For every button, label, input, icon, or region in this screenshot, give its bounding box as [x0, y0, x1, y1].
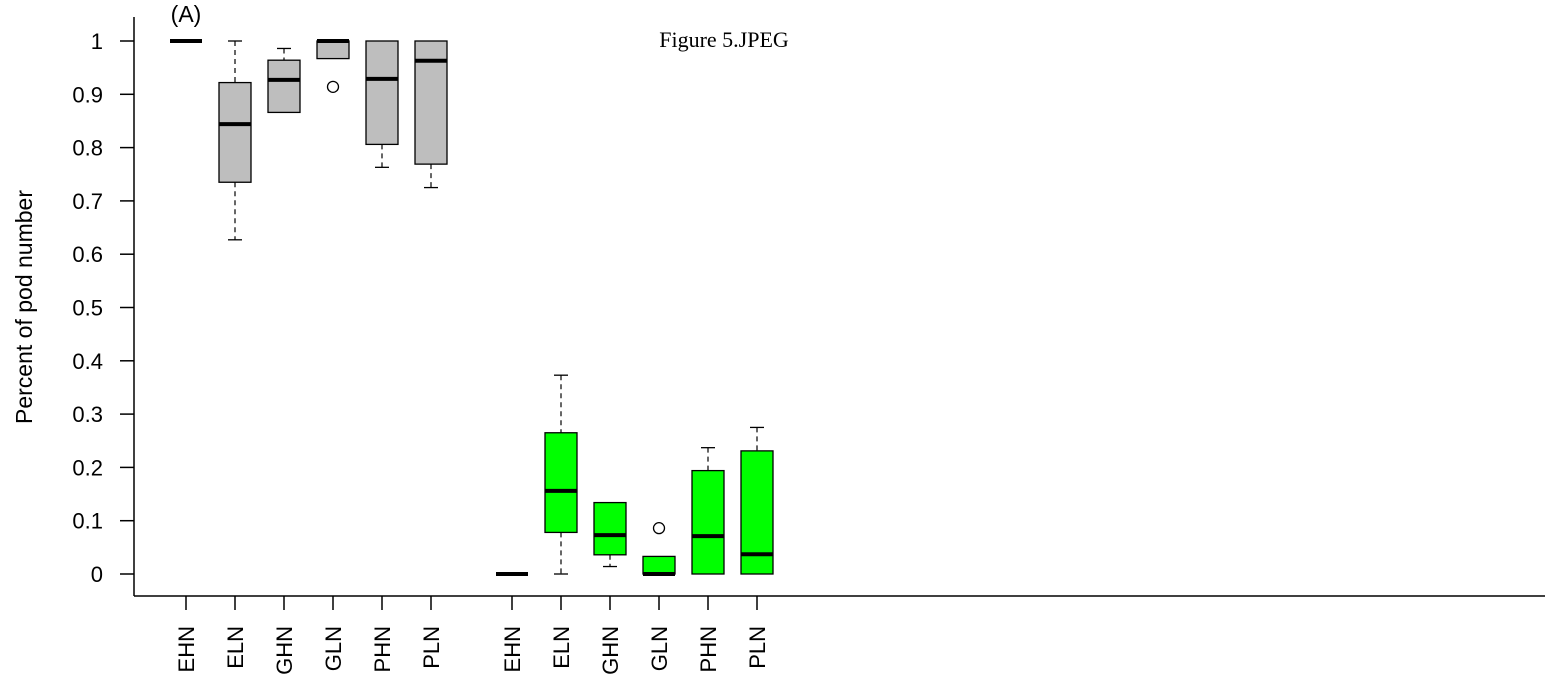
box-ghn — [267, 47, 301, 114]
box-gln — [316, 39, 350, 93]
panel-label: (A) — [171, 1, 202, 27]
x-tick-label: ELN — [223, 626, 248, 669]
box-pln — [740, 426, 774, 575]
box-eln — [218, 40, 252, 241]
y-tick-label: 0.9 — [72, 82, 103, 107]
x-tick-label: PHN — [370, 626, 395, 672]
y-tick-label: 0 — [91, 562, 103, 587]
y-tick-label: 0.5 — [72, 296, 103, 321]
x-tick-label: EHN — [500, 626, 525, 672]
figure-annotation: Figure 5.JPEG — [659, 27, 789, 52]
y-tick-label: 0.1 — [72, 509, 103, 534]
box-body — [642, 555, 676, 575]
y-axis-title: Percent of pod number — [11, 190, 37, 424]
y-tick-label: 0.3 — [72, 402, 103, 427]
outlier-point — [326, 80, 340, 93]
x-ticks: EHN ELN GHN GLN PHN PLN EHN ELN GHN GLN PHN PLN — [174, 596, 770, 675]
y-ticks: 0 0.1 0.2 0.3 0.4 0.5 0.6 0.7 0.8 0.9 1 — [72, 29, 134, 587]
box-ghn — [593, 501, 627, 568]
box-body — [544, 432, 578, 534]
outlier-point — [652, 522, 666, 535]
y-tick-label: 0.7 — [72, 189, 103, 214]
box-gln — [642, 522, 676, 576]
axes: 0 0.1 0.2 0.3 0.4 0.5 0.6 0.7 0.8 0.9 1 EHN ELN GHN G… — [72, 17, 1545, 675]
box-phn — [365, 40, 399, 168]
x-tick-label: GLN — [321, 626, 346, 671]
box-body — [218, 81, 252, 183]
x-tick-label: PLN — [745, 626, 770, 669]
y-tick-label: 0.4 — [72, 349, 103, 374]
box-body — [593, 501, 627, 556]
box-body — [267, 59, 301, 114]
box-body — [691, 469, 725, 575]
box-body — [365, 40, 399, 146]
x-tick-label: GHN — [598, 626, 623, 675]
y-tick-label: 0.6 — [72, 242, 103, 267]
x-tick-label: PLN — [419, 626, 444, 669]
y-tick-label: 0.2 — [72, 455, 103, 480]
y-tick-label: 1 — [91, 29, 103, 54]
x-tick-label: GHN — [272, 626, 297, 675]
boxes — [170, 39, 774, 576]
x-tick-label: GLN — [647, 626, 672, 671]
box-body — [316, 40, 350, 60]
y-tick-label: 0.8 — [72, 136, 103, 161]
box-phn — [691, 447, 725, 575]
box-eln — [544, 374, 578, 575]
x-tick-label: EHN — [174, 626, 199, 672]
x-tick-label: PHN — [696, 626, 721, 672]
box-pln — [414, 40, 448, 189]
x-tick-label: ELN — [549, 626, 574, 669]
